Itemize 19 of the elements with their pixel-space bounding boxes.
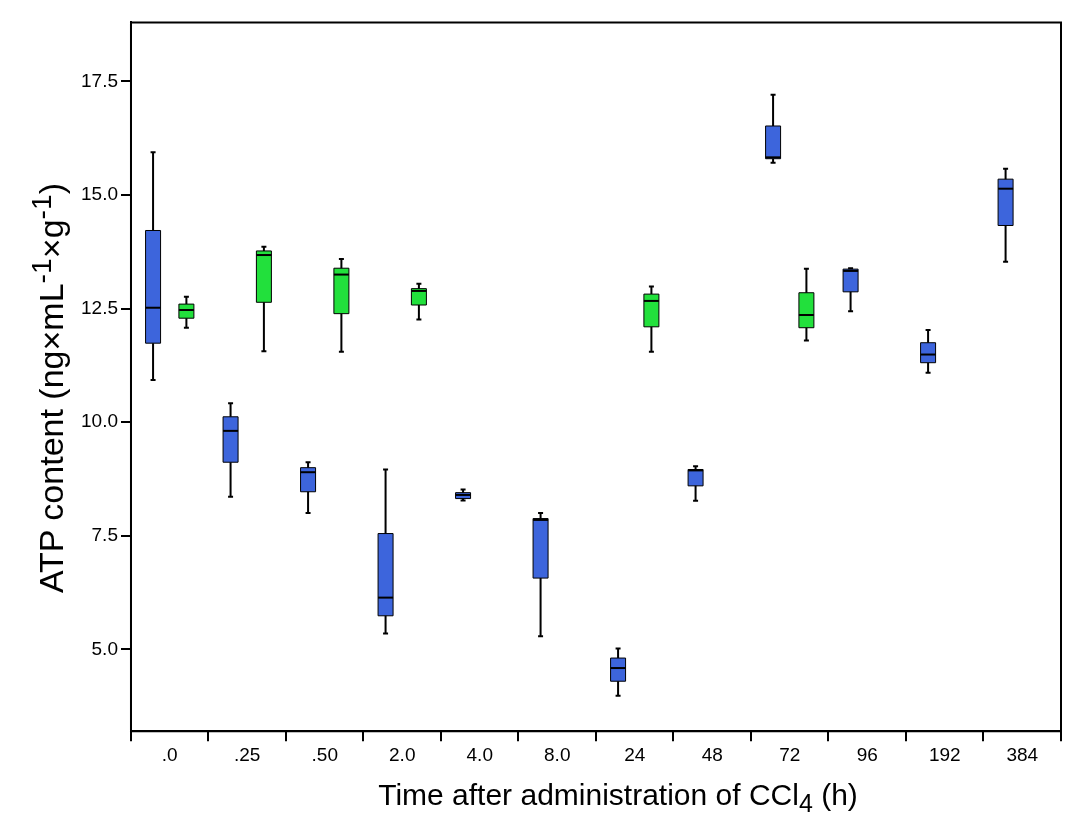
x-tick-label: 24 (624, 743, 646, 765)
y-tick-label: 10.0 (81, 410, 118, 432)
x-tick-label: 8.0 (544, 743, 571, 765)
x-tick-label: 96 (856, 743, 878, 765)
y-tick-label: 7.5 (91, 524, 118, 546)
x-tick-label: .25 (234, 743, 261, 765)
x-axis-title: Time after administration of CCl$_{4}$ (h) (378, 778, 858, 818)
x-tick-label: 4.0 (466, 743, 493, 765)
y-tick-label: 5.0 (91, 637, 118, 659)
x-tick-label: 48 (701, 743, 723, 765)
x-tick-label: .0 (161, 743, 178, 765)
x-tick-label: .50 (311, 743, 338, 765)
x-tick-label: 384 (1006, 743, 1039, 765)
y-tick-label: 12.5 (81, 296, 118, 318)
y-tick-label: 15.0 (81, 183, 118, 205)
y-tick-label: 17.5 (81, 69, 118, 91)
x-tick-label: 2.0 (389, 743, 416, 765)
x-tick-label: 192 (928, 743, 961, 765)
x-tick-label: 72 (779, 743, 801, 765)
